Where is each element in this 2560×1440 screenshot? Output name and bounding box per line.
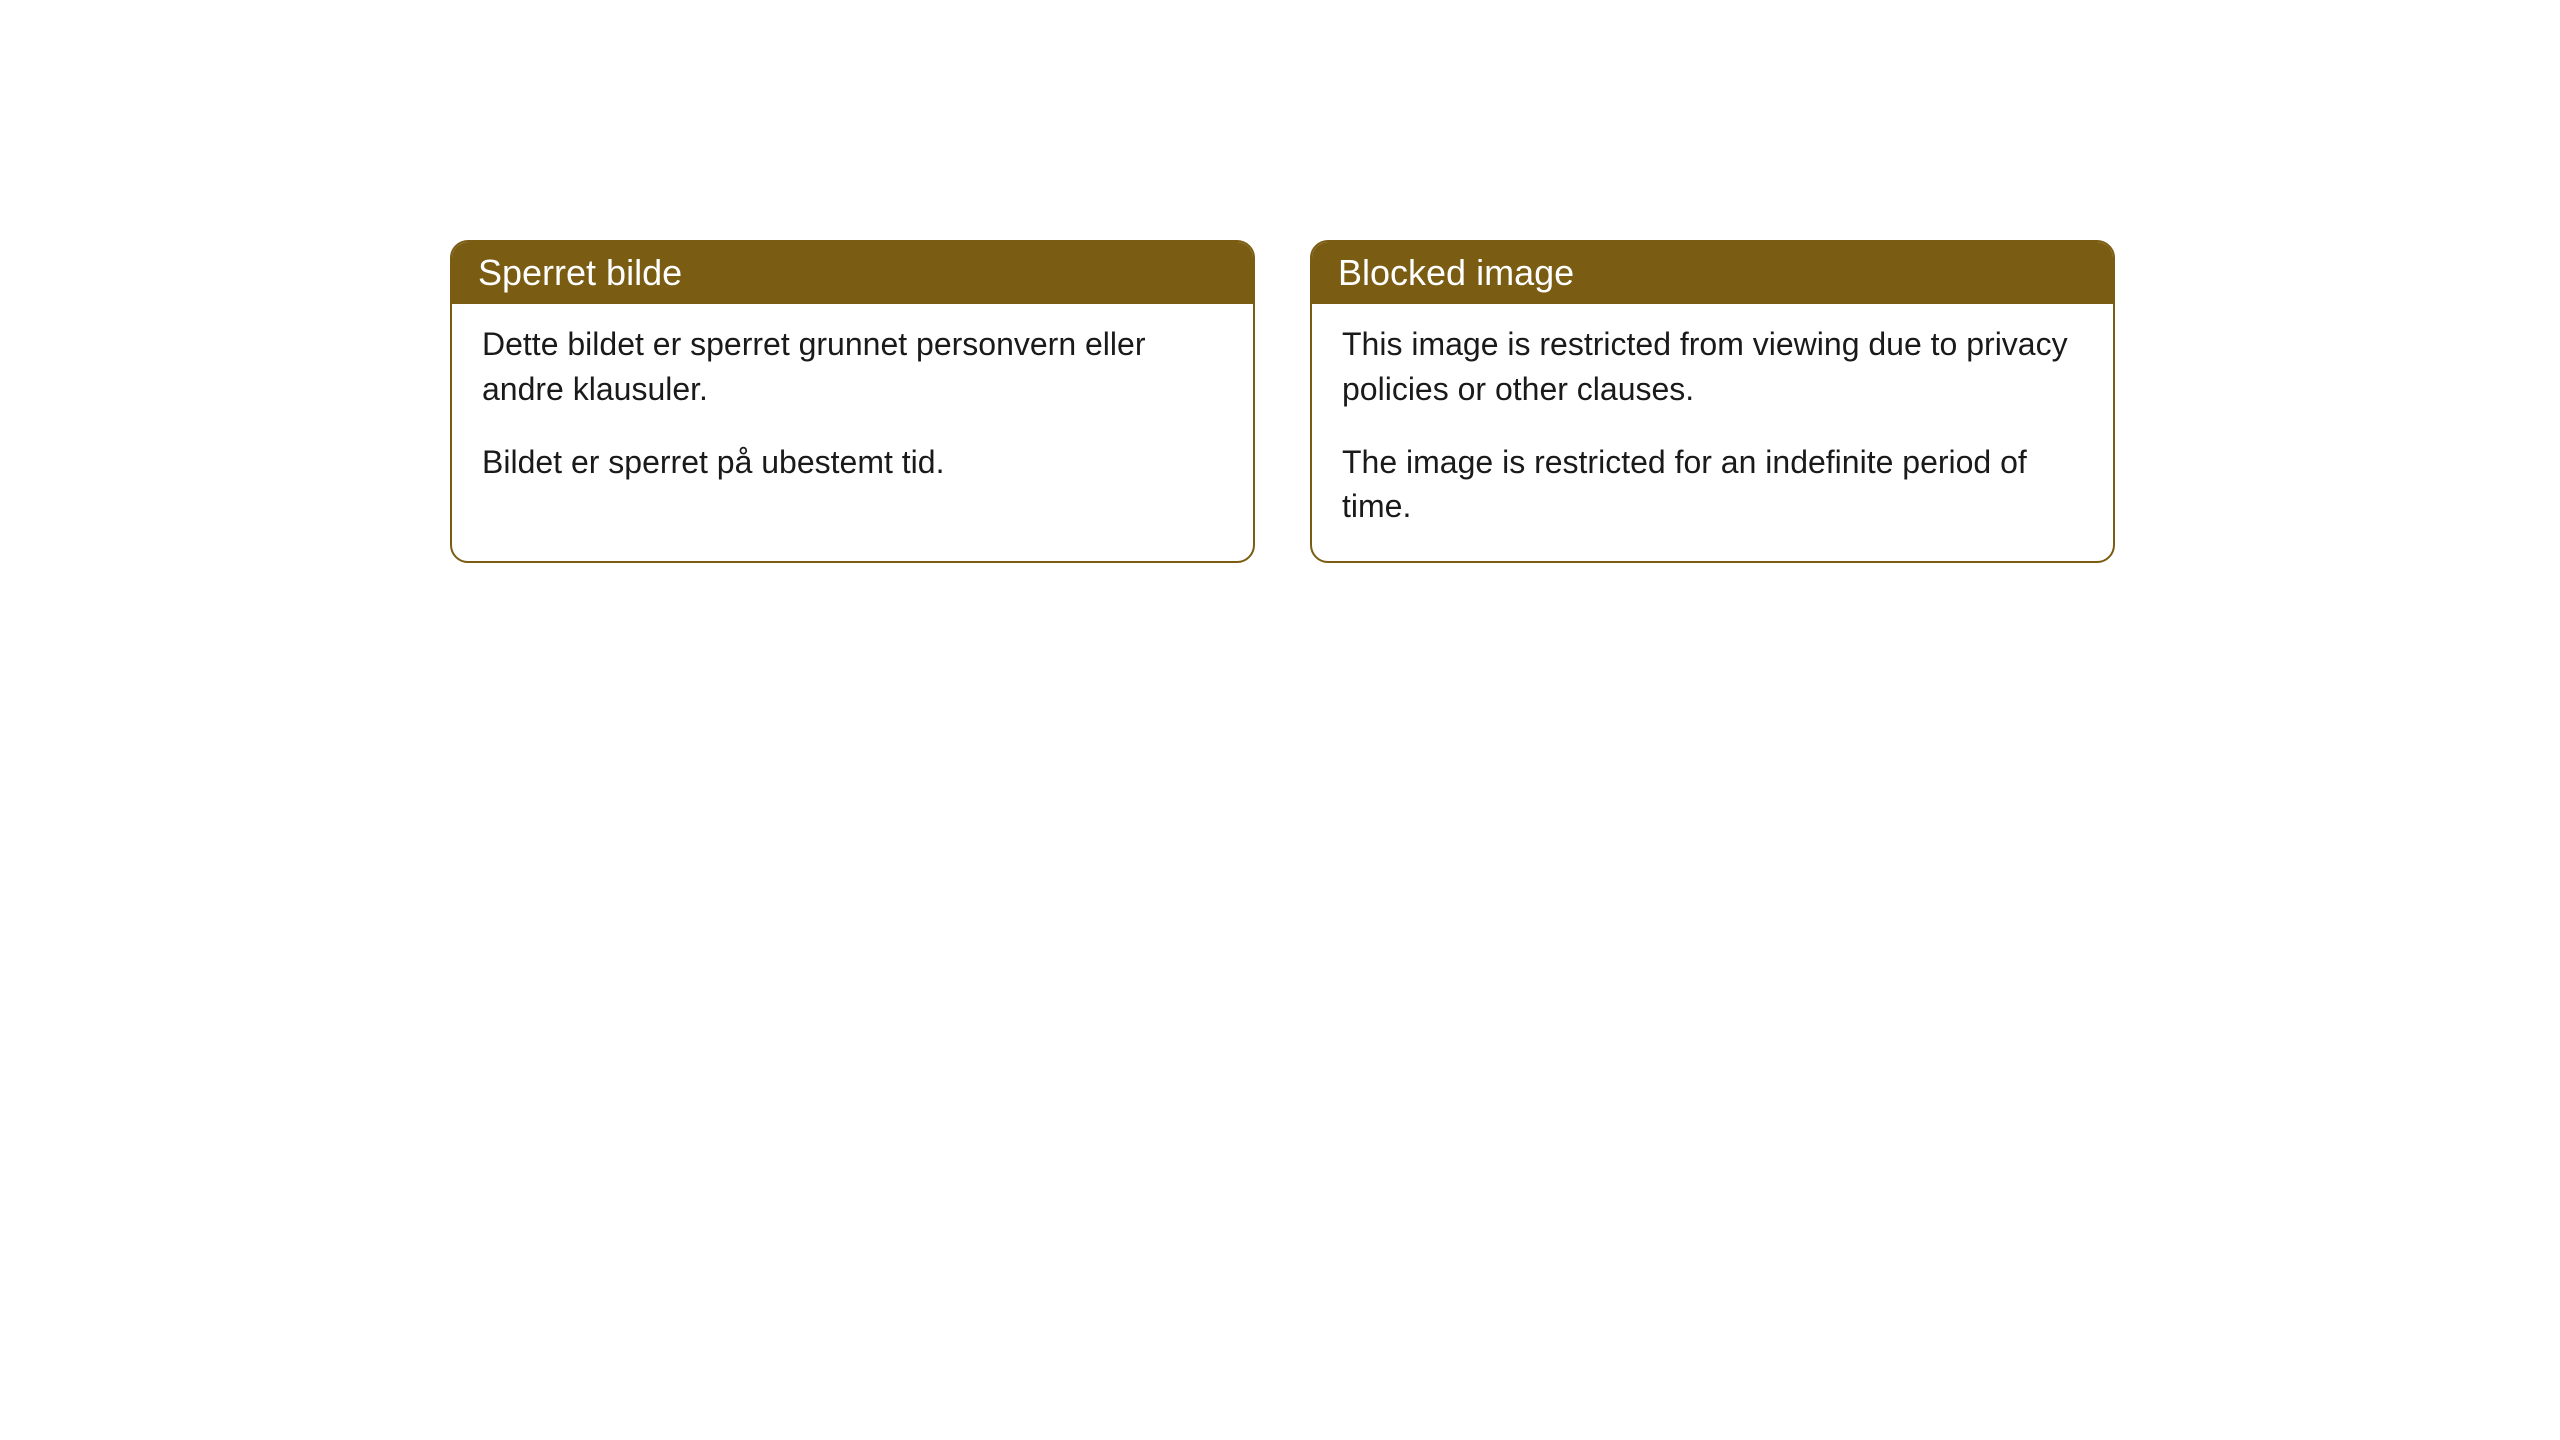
card-paragraph-2: Bildet er sperret på ubestemt tid.: [482, 440, 1223, 485]
notice-cards-row: Sperret bilde Dette bildet er sperret gr…: [450, 240, 2560, 563]
card-paragraph-1: Dette bildet er sperret grunnet personve…: [482, 322, 1223, 412]
card-title: Blocked image: [1312, 242, 2113, 304]
card-paragraph-1: This image is restricted from viewing du…: [1342, 322, 2083, 412]
card-body: This image is restricted from viewing du…: [1312, 304, 2113, 561]
card-title: Sperret bilde: [452, 242, 1253, 304]
notice-card-english: Blocked image This image is restricted f…: [1310, 240, 2115, 563]
card-body: Dette bildet er sperret grunnet personve…: [452, 304, 1253, 516]
notice-card-norwegian: Sperret bilde Dette bildet er sperret gr…: [450, 240, 1255, 563]
card-paragraph-2: The image is restricted for an indefinit…: [1342, 440, 2083, 530]
